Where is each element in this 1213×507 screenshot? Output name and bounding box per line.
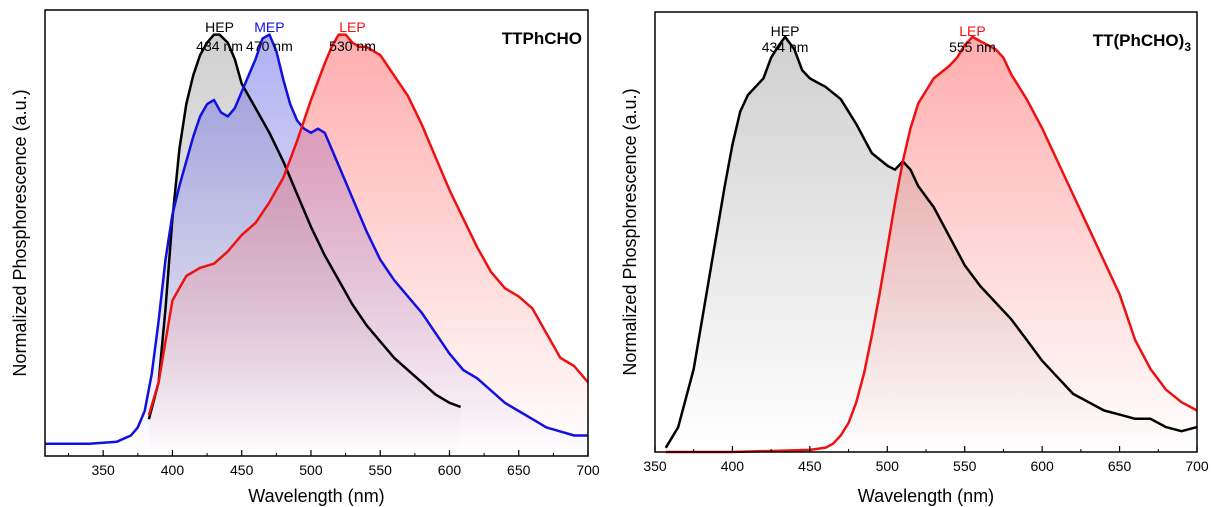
x-tick-label: 550 <box>369 462 393 478</box>
chart-title: TTPhCHO <box>502 29 582 48</box>
x-tick-label: 450 <box>798 458 822 474</box>
x-tick-label: 600 <box>1030 458 1054 474</box>
annotation-mep-label: MEP <box>254 19 284 35</box>
y-axis-label: Normalized Phosphorescence (a.u.) <box>620 88 640 375</box>
x-tick-label: 500 <box>876 458 900 474</box>
series-line-mep <box>45 33 588 445</box>
x-tick-label: 450 <box>230 462 254 478</box>
series-line-lep <box>665 35 1198 454</box>
x-axis-label: Wavelength (nm) <box>248 486 384 506</box>
chart-title-subscript: 3 <box>1184 40 1191 54</box>
series-line-hep <box>664 35 1198 449</box>
series-line-lep <box>147 33 589 416</box>
panel-ttphcho3: 350 400 450 500 550 600 650 700 TT(PhCHO)3 Wave… <box>620 11 1209 506</box>
panel-ttphcho: 350 400 450 500 550 600 650 700 TTPhCHO Wavelen… <box>10 9 600 506</box>
x-tick-label: 550 <box>953 458 977 474</box>
series-line-hep <box>147 33 462 420</box>
y-axis-label: Normalized Phosphorescence (a.u.) <box>10 89 30 376</box>
x-axis-label: Wavelength (nm) <box>858 486 994 506</box>
x-tick-label: 400 <box>161 462 185 478</box>
x-tick-label: 650 <box>1108 458 1132 474</box>
x-tick-label: 350 <box>643 458 667 474</box>
x-tick-label: 500 <box>299 462 323 478</box>
annotation-lep-wavelength: 555 nm <box>949 39 996 55</box>
plot-frame <box>654 11 1198 453</box>
x-tick-label: 700 <box>1185 458 1209 474</box>
annotation-hep-label: HEP <box>205 19 234 35</box>
annotation-lep-label: LEP <box>339 19 365 35</box>
annotation-hep-wavelength: 434 nm <box>762 39 809 55</box>
x-tick-label: 650 <box>507 462 531 478</box>
annotation-mep-wavelength: 470 nm <box>246 38 293 54</box>
annotation-hep-wavelength: 434 nm <box>196 38 243 54</box>
series-fill-lep <box>148 34 588 456</box>
annotation-lep-label: LEP <box>959 23 985 39</box>
annotation-lep-wavelength: 530 nm <box>329 38 376 54</box>
x-tick-label: 350 <box>91 462 115 478</box>
series-fill-lep <box>665 36 1197 453</box>
plot-frame <box>44 9 589 457</box>
chart-title: TT(PhCHO)3 <box>1093 31 1192 54</box>
annotation-hep-label: HEP <box>771 23 800 39</box>
x-tick-label: 600 <box>438 462 462 478</box>
x-tick-label: 700 <box>576 462 600 478</box>
x-tick-label: 400 <box>721 458 745 474</box>
chart-title-main: TT(PhCHO) <box>1093 31 1185 50</box>
